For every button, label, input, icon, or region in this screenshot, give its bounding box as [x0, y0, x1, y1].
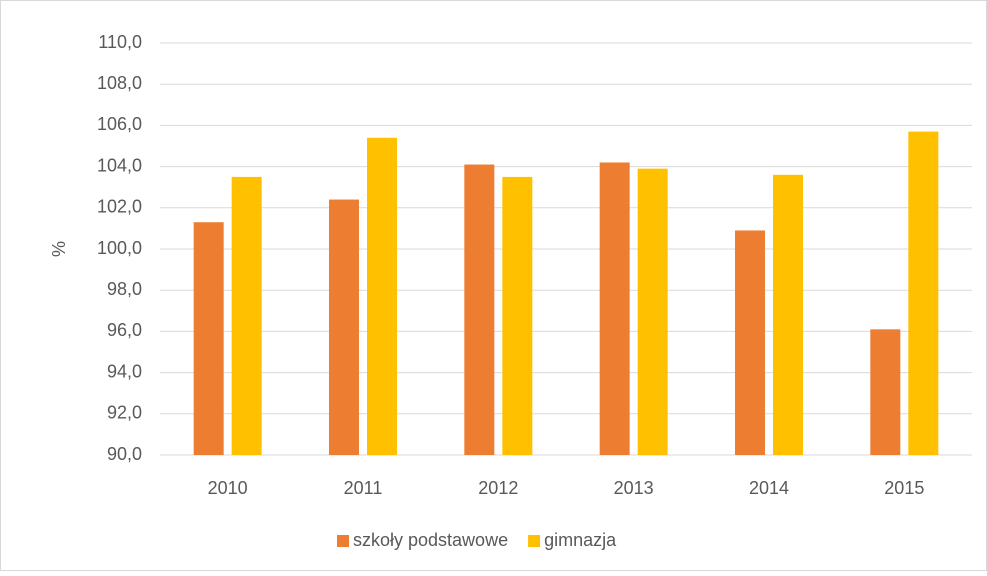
y-tick-label: 102,0 [97, 197, 142, 217]
bar [870, 329, 901, 455]
legend-swatch [528, 535, 541, 547]
y-tick-label: 98,0 [107, 279, 142, 299]
y-axis-label: % [49, 241, 69, 257]
bar [599, 162, 630, 456]
x-tick-label: 2010 [208, 478, 248, 498]
y-tick-label: 94,0 [107, 361, 142, 381]
y-tick-label: 92,0 [107, 403, 142, 423]
y-tick-label: 100,0 [97, 238, 142, 258]
bar [773, 174, 803, 455]
bar [367, 137, 397, 455]
legend-label: szkoły podstawowe [353, 530, 508, 550]
bar [231, 176, 262, 455]
y-tick-label: 90,0 [107, 444, 142, 464]
x-tick-label: 2011 [344, 478, 383, 498]
y-tick-label: 104,0 [97, 155, 142, 175]
y-tick-label: 108,0 [97, 73, 142, 93]
legend-swatch [337, 535, 349, 547]
bar [735, 230, 765, 455]
legend-label: gimnazja [544, 530, 617, 550]
y-tick-label: 106,0 [97, 114, 142, 134]
bar [637, 168, 668, 455]
x-tick-label: 2014 [749, 478, 789, 498]
bar [193, 222, 224, 455]
bar [908, 131, 939, 455]
bar [502, 176, 533, 455]
y-tick-label: 96,0 [107, 320, 142, 340]
x-tick-label: 2013 [614, 478, 654, 498]
bar [329, 199, 359, 455]
bar [464, 164, 495, 456]
y-tick-label: 110,0 [98, 32, 142, 52]
x-tick-label: 2012 [478, 478, 518, 498]
x-tick-label: 2015 [884, 478, 924, 498]
